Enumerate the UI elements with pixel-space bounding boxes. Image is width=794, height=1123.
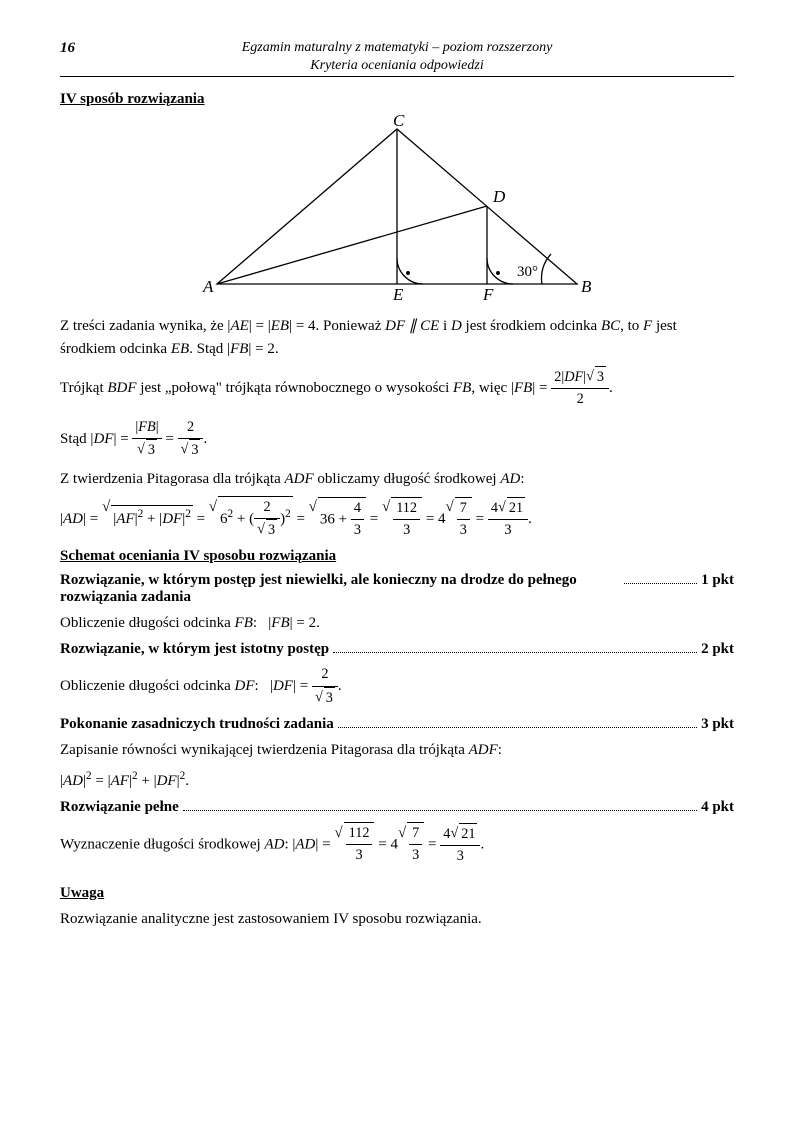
triangle-diagram: A B C D E F 30° xyxy=(60,114,734,309)
note-title: Uwaga xyxy=(60,885,734,902)
svg-text:F: F xyxy=(482,285,494,304)
score-row-2: Rozwiązanie, w którym jest istotny postę… xyxy=(60,640,734,658)
paragraph-3: Stąd |DF| = |FB| √3 = 2 √3 . xyxy=(60,417,734,462)
page-number: 16 xyxy=(60,40,75,57)
page-header: 16 Egzamin maturalny z matematyki – pozi… xyxy=(60,40,734,56)
score-row-1: Rozwiązanie, w którym postęp jest niewie… xyxy=(60,571,734,606)
header-title: Egzamin maturalny z matematyki – poziom … xyxy=(60,40,734,56)
scheme-title: Schemat oceniania IV sposobu rozwiązania xyxy=(60,548,734,565)
paragraph-2: Trójkąt BDF jest „połową" trójkąta równo… xyxy=(60,366,734,411)
header-subtitle: Kryteria oceniania odpowiedzi xyxy=(60,58,734,74)
header-rule xyxy=(60,76,734,77)
svg-text:A: A xyxy=(202,277,214,296)
svg-text:30°: 30° xyxy=(517,264,538,280)
paragraph-4: Z twierdzenia Pitagorasa dla trójkąta AD… xyxy=(60,468,734,491)
score-row-3-detail: Zapisanie równości wynikającej twierdzen… xyxy=(60,739,734,762)
score-row-2-detail: Obliczenie długości odcinka DF: |DF| = 2… xyxy=(60,664,734,709)
score-row-1-detail: Obliczenie długości odcinka FB: |FB| = 2… xyxy=(60,612,734,635)
score-row-3: Pokonanie zasadniczych trudności zadania… xyxy=(60,715,734,733)
section-4-title: IV sposób rozwiązania xyxy=(60,91,734,108)
score-row-4: Rozwiązanie pełne 4 pkt xyxy=(60,798,734,816)
svg-text:D: D xyxy=(492,187,506,206)
paragraph-1: Z treści zadania wynika, że |AE| = |EB| … xyxy=(60,315,734,360)
score-row-3-eq: |AD|2 = |AF|2 + |DF|2. xyxy=(60,768,734,793)
svg-text:B: B xyxy=(581,277,592,296)
note-text: Rozwiązanie analityczne jest zastosowani… xyxy=(60,908,734,931)
score-row-4-detail: Wyznaczenie długości środkowej AD: |AD| … xyxy=(60,822,734,867)
equation-chain: |AD| = √|AF|2 + |DF|2 = √62 + (2√3)2 = √… xyxy=(60,496,734,542)
svg-text:C: C xyxy=(393,114,405,130)
svg-text:E: E xyxy=(392,285,404,304)
